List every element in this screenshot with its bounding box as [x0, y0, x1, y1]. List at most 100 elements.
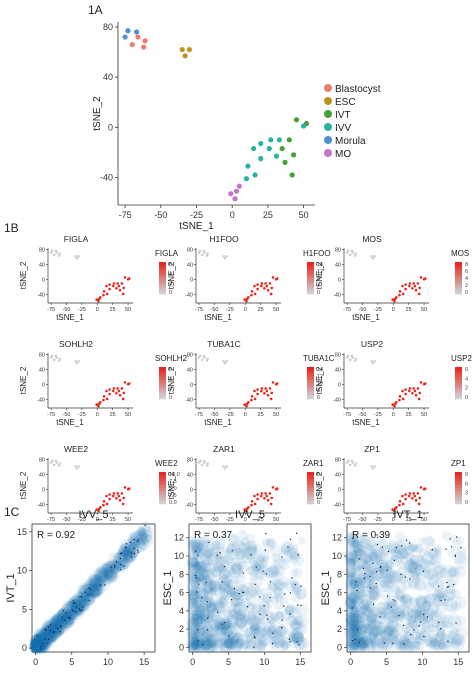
point-mo — [236, 183, 242, 189]
outlier-point — [294, 583, 297, 586]
density-blob — [207, 641, 219, 653]
density-blob — [111, 555, 121, 565]
density-blob — [224, 620, 235, 632]
density-blob — [203, 581, 217, 595]
density-blob — [95, 571, 108, 584]
colorbar-tick-label: 0 — [169, 290, 172, 296]
density-blob — [345, 581, 360, 596]
density-blob — [438, 641, 447, 651]
density-blob — [238, 584, 248, 593]
point-mo — [232, 196, 238, 202]
colorbar-segment — [455, 271, 462, 276]
density-blob — [112, 551, 122, 561]
cell-point — [117, 494, 121, 498]
cell-point — [54, 459, 58, 463]
x-tick-label: 25 — [406, 517, 412, 523]
density-blob — [48, 630, 59, 641]
density-blob — [352, 639, 362, 648]
outlier-point — [78, 607, 81, 610]
outlier-point — [74, 602, 76, 604]
density-blob — [191, 542, 200, 551]
outlier-point — [438, 621, 440, 623]
density-blob — [229, 585, 244, 600]
density-blob — [53, 622, 67, 636]
density-blob — [423, 546, 432, 555]
density-blob — [57, 608, 68, 618]
colorbar-segment — [159, 287, 166, 292]
density-blob — [34, 642, 46, 653]
cell-point — [102, 395, 106, 398]
density-blob — [407, 609, 421, 624]
outlier-point — [263, 605, 265, 607]
density-blob — [241, 581, 254, 594]
density-blob — [104, 566, 117, 580]
density-blob — [261, 625, 273, 638]
density-blob — [41, 625, 53, 636]
density-blob — [34, 637, 47, 651]
outlier-point — [205, 581, 207, 583]
outlier-point — [61, 616, 64, 618]
density-blob — [216, 621, 230, 634]
density-blob — [238, 541, 251, 553]
x-tick-label: 50 — [273, 412, 279, 418]
density-blob — [186, 557, 200, 571]
cell-point — [115, 392, 118, 395]
cell-point — [401, 284, 404, 288]
density-blob — [382, 601, 392, 611]
density-blob — [32, 639, 46, 653]
density-blob — [190, 634, 199, 643]
density-blob — [290, 581, 301, 592]
density-blob — [41, 625, 54, 638]
density-blob — [255, 552, 266, 563]
density-blob — [230, 563, 243, 576]
density-blob — [186, 578, 200, 592]
density-blob — [205, 639, 219, 652]
y-tick-label: 80 — [39, 458, 45, 464]
outlier-point — [355, 580, 357, 583]
density-blob — [86, 587, 95, 596]
density-blob — [33, 642, 42, 651]
colorbar-tick-label: 6 — [317, 472, 320, 478]
colorbar-segment — [455, 497, 462, 502]
density-blob — [196, 614, 206, 624]
density-blob — [231, 575, 241, 585]
density-blob — [193, 569, 207, 583]
cell-point — [105, 389, 108, 393]
density-blob — [428, 639, 441, 651]
point-ivv — [276, 137, 282, 143]
outlier-point — [228, 635, 230, 637]
density-blob — [220, 588, 233, 601]
outlier-point — [440, 627, 442, 630]
density-blob — [404, 641, 416, 653]
outlier-point — [206, 629, 209, 631]
colorbar-segment — [307, 262, 314, 266]
outlier-point — [221, 623, 223, 625]
cell-point — [259, 284, 263, 288]
outlier-point — [246, 606, 249, 608]
density-blob — [194, 561, 203, 570]
density-blob — [456, 536, 465, 545]
density-blob — [274, 580, 284, 591]
density-blob — [203, 634, 217, 648]
cell-point — [274, 382, 278, 386]
outlier-point — [452, 583, 455, 586]
density-blob — [357, 624, 368, 636]
density-blob — [187, 604, 199, 616]
density-blob — [244, 545, 259, 560]
y-tick-label: 0 — [337, 642, 342, 652]
density-blob — [190, 632, 200, 642]
x-tick-label: 0 — [348, 657, 353, 667]
density-blob — [189, 597, 198, 606]
cell-point — [75, 361, 79, 365]
cell-point — [202, 354, 206, 358]
density-blob — [214, 551, 223, 560]
cell-point — [95, 298, 98, 301]
y-axis-label: tSNE_2 — [19, 471, 28, 499]
outlier-point — [269, 581, 272, 583]
outlier-point — [402, 624, 405, 627]
density-blob — [352, 624, 362, 634]
density-blob — [188, 562, 198, 571]
density-blob — [380, 625, 391, 635]
